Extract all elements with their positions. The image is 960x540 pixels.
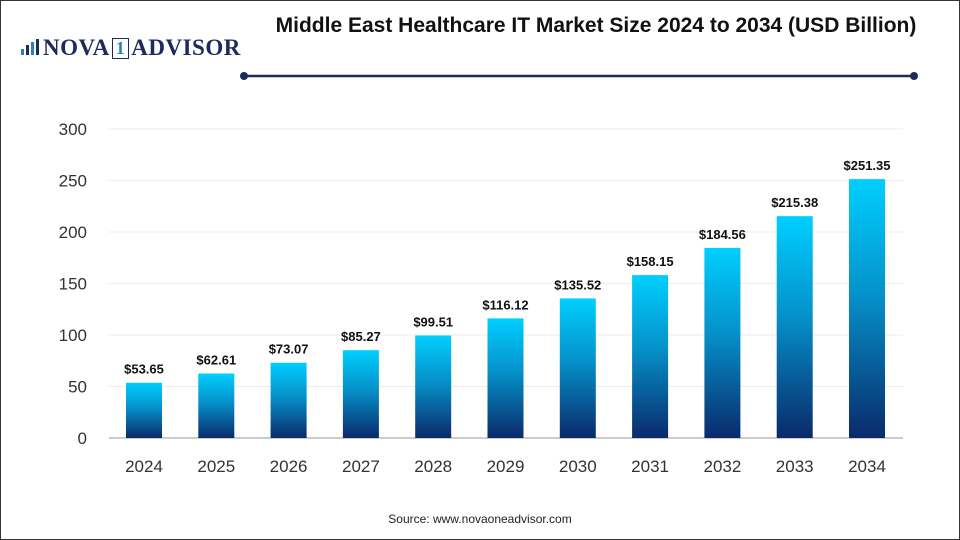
y-tick-label: 50: [68, 378, 87, 397]
bar-2024: [126, 382, 162, 438]
y-tick-label: 150: [59, 275, 87, 294]
data-label: $135.52: [554, 277, 601, 292]
chart-title: Middle East Healthcare IT Market Size 20…: [275, 14, 917, 37]
logo-prefix: NOVA: [43, 35, 110, 60]
data-label: $251.35: [844, 158, 891, 173]
x-tick-label: 2026: [270, 457, 308, 476]
bar-2028: [415, 335, 452, 438]
bar-2026: [270, 362, 307, 438]
data-label: $85.27: [341, 329, 381, 344]
data-label: $158.15: [627, 254, 674, 269]
data-label: $62.61: [196, 353, 236, 368]
logo-suffix: ADVISOR: [131, 35, 241, 60]
x-tick-label: 2028: [414, 457, 452, 476]
data-label: $99.51: [413, 315, 453, 330]
x-tick-label: 2025: [197, 457, 235, 476]
y-tick-label: 300: [59, 120, 87, 139]
x-tick-label: 2034: [848, 457, 886, 476]
data-label: $116.12: [482, 297, 528, 312]
data-label: $215.38: [771, 195, 818, 210]
data-label: $73.07: [269, 342, 309, 357]
x-tick-label: 2029: [487, 457, 525, 476]
y-tick-label: 200: [59, 223, 87, 242]
source-note: Source: www.novaoneadvisor.com: [388, 512, 572, 526]
y-tick-label: 100: [59, 326, 87, 345]
x-tick-label: 2032: [703, 457, 741, 476]
x-tick-label: 2030: [559, 457, 597, 476]
title-rule-dot-left: [240, 72, 248, 80]
logo-one: 1: [111, 37, 130, 59]
logo: NOVA 1 ADVISOR: [19, 35, 241, 61]
y-tick-label: 0: [78, 429, 87, 448]
x-tick-label: 2024: [125, 457, 163, 476]
bar-chart-logo-icon: [21, 39, 39, 55]
x-tick-label: 2031: [631, 457, 669, 476]
data-label: $53.65: [124, 362, 164, 377]
bar-2029: [487, 318, 524, 438]
y-tick-label: 250: [59, 172, 87, 191]
bar-2025: [198, 373, 235, 438]
data-label: $184.56: [699, 227, 746, 242]
bar-2032: [704, 247, 741, 438]
bar-2034: [849, 179, 885, 438]
x-tick-label: 2027: [342, 457, 380, 476]
bar-2027: [342, 350, 379, 438]
bar-2030: [559, 298, 596, 438]
bar-2033: [776, 216, 813, 438]
x-tick-label: 2033: [776, 457, 814, 476]
title-rule-dot-right: [910, 72, 918, 80]
bar-2031: [632, 275, 669, 438]
